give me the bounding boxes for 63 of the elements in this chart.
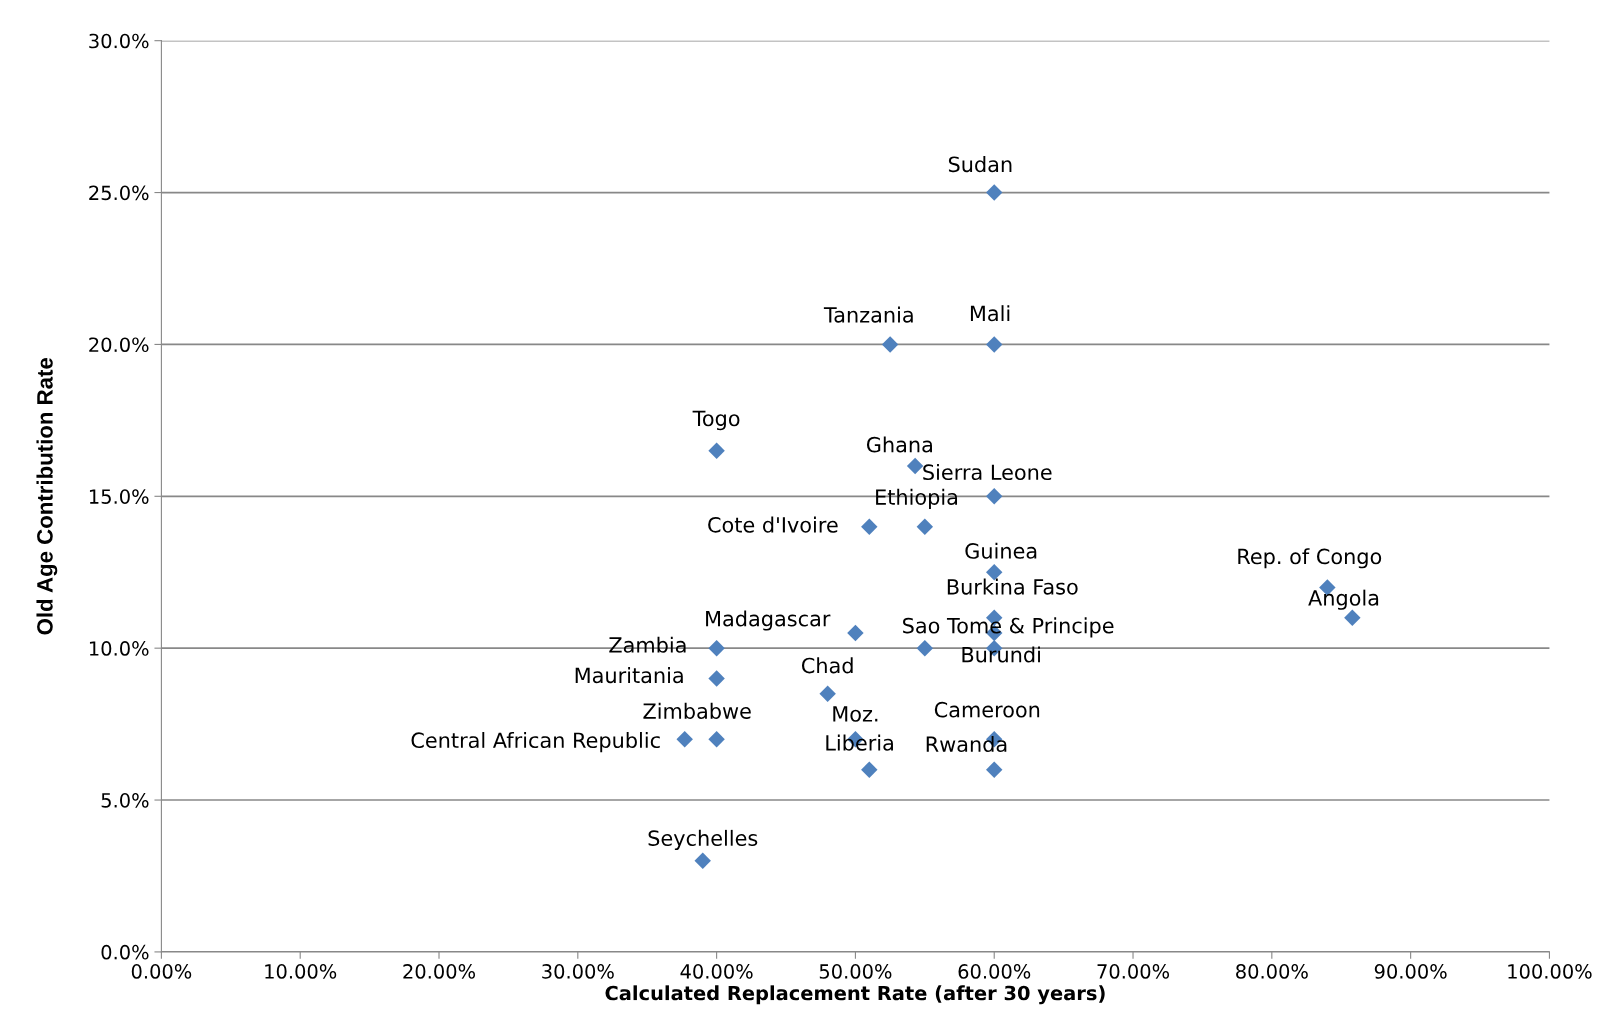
y-tick-label: 20.0%: [89, 337, 149, 353]
x-tick-label: 20.00%: [403, 964, 476, 979]
y-axis-title: Old Age Contribution Rate: [36, 357, 58, 635]
y-tick-label: 5.0%: [101, 793, 149, 808]
point: [986, 336, 1003, 353]
point: [676, 731, 693, 748]
point: [881, 336, 899, 353]
y-tick-label: 30.0%: [89, 33, 149, 49]
x-tick-label: 40.00%: [680, 964, 753, 979]
y-tick-label: 25.0%: [89, 185, 149, 201]
annotation: Moz.: [833, 706, 878, 722]
annotation: Liberia: [826, 734, 893, 751]
annotation: Cote d'Ivoire: [708, 516, 838, 533]
point: [986, 184, 1003, 201]
annotation: Angola: [1308, 589, 1379, 610]
x-tick-label: 90.00%: [1374, 964, 1447, 979]
x-axis-title: Calculated Replacement Rate (after 30 years): [605, 985, 1105, 1005]
annotation: Zimbabwe: [643, 702, 751, 719]
x-tick-label: 80.00%: [1236, 964, 1308, 979]
point: [708, 670, 725, 687]
annotation: Zambia: [609, 636, 686, 653]
annotation: Cameroon: [934, 701, 1040, 718]
y-tick-label: 15.0%: [89, 489, 149, 504]
point: [819, 685, 836, 702]
point: [694, 852, 711, 870]
x-tick-label: 70.00%: [1097, 964, 1170, 979]
point: [861, 518, 878, 535]
annotation: Togo: [692, 410, 740, 431]
annotation: Mali: [970, 305, 1010, 322]
annotation: Rep. of Congo: [1238, 548, 1382, 569]
x-tick-label: 50.00%: [819, 964, 892, 979]
annotation: Guinea: [965, 542, 1037, 559]
x-tick-label: 10.00%: [265, 964, 337, 979]
y-tick-label: 0.0%: [101, 944, 149, 960]
annotation: Central African Republic: [411, 731, 660, 753]
point: [986, 761, 1003, 778]
annotation: Chad: [801, 657, 853, 674]
annotation: Madagascar: [706, 610, 831, 631]
annotation: Burkina Faso: [947, 578, 1078, 595]
x-tick-label: 100.00%: [1508, 964, 1592, 979]
y-tick-label: 10.0%: [89, 641, 149, 656]
annotation: Ghana: [866, 436, 932, 453]
annotation: Sierra Leone: [923, 463, 1052, 481]
annotation: Rwanda: [926, 735, 1007, 753]
x-tick-label: 30.00%: [542, 964, 614, 979]
point: [708, 639, 725, 657]
annotation: Burundi: [962, 646, 1040, 663]
point: [861, 761, 878, 778]
annotation: Sudan: [948, 156, 1012, 173]
point: [916, 639, 934, 657]
point: [708, 442, 725, 459]
x-tick-label: 0.00%: [131, 964, 192, 979]
annotation: Ethiopia: [876, 488, 958, 509]
point: [986, 488, 1003, 505]
point: [847, 624, 864, 642]
annotation: Tanzania: [823, 306, 913, 323]
point: [906, 457, 924, 475]
point: [916, 518, 934, 535]
x-tick-label: 60.00%: [958, 964, 1031, 979]
annotation: Seychelles: [648, 829, 758, 851]
annotation: Mauritania: [575, 667, 683, 684]
point: [708, 731, 725, 748]
point: [1344, 609, 1361, 627]
